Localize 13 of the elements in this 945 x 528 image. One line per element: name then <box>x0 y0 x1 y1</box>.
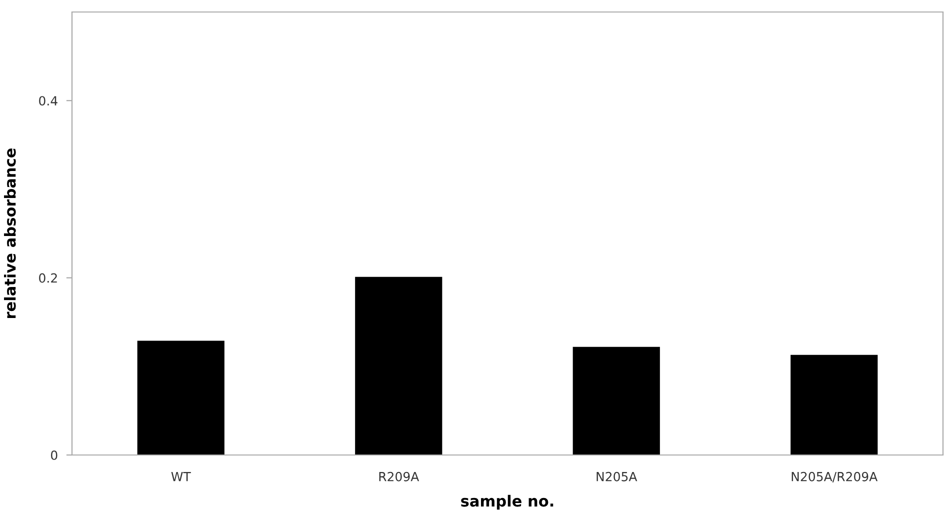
x-axis-title: sample no. <box>461 494 554 510</box>
bar <box>137 340 224 455</box>
y-axis-title: relative absorbance <box>4 148 16 318</box>
x-tick-label: R209A <box>379 472 420 482</box>
x-tick-label: WT <box>171 472 191 482</box>
y-tick-label: 0.2 <box>39 273 57 283</box>
x-tick-label: N205A/R209A <box>792 472 878 482</box>
y-tick-label: 0.4 <box>39 96 58 106</box>
bar <box>790 354 878 455</box>
x-tick-label: N205A <box>596 472 638 482</box>
bar <box>355 276 442 455</box>
y-tick-label: 0 <box>50 450 58 460</box>
bar <box>572 346 660 455</box>
